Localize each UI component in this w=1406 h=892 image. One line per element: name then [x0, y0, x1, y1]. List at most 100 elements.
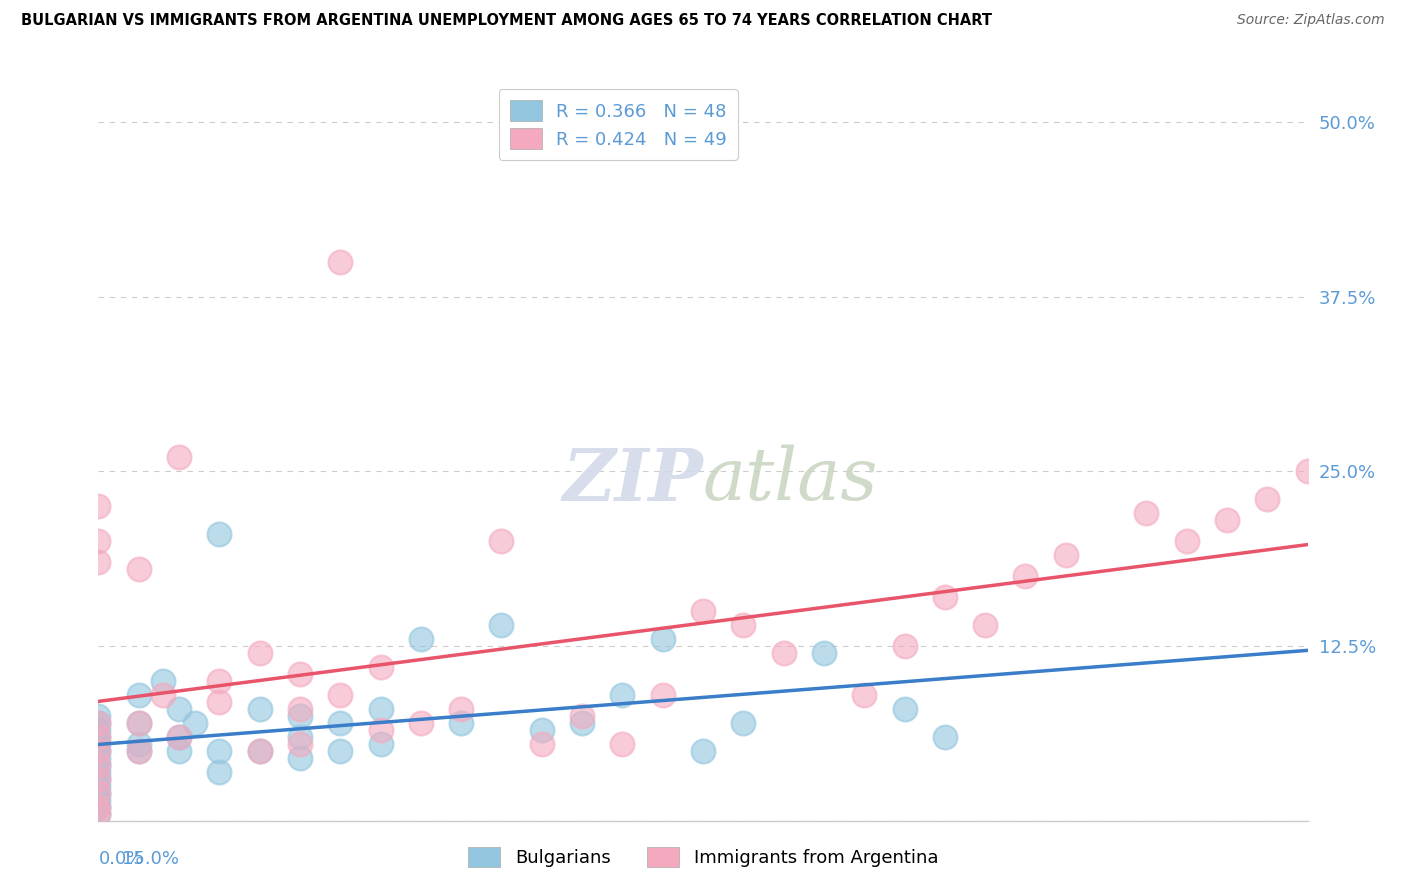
Point — [893, 702, 915, 716]
Point — [491, 534, 513, 549]
Point — [128, 688, 150, 702]
Point — [409, 715, 432, 730]
Point — [87, 764, 110, 779]
Point — [87, 709, 110, 723]
Point — [692, 604, 714, 618]
Point — [249, 744, 271, 758]
Point — [772, 646, 794, 660]
Point — [87, 744, 110, 758]
Point — [87, 772, 110, 786]
Point — [249, 744, 271, 758]
Point — [87, 757, 110, 772]
Point — [128, 744, 150, 758]
Point — [612, 737, 634, 751]
Point — [329, 688, 352, 702]
Point — [1014, 569, 1036, 583]
Point — [87, 799, 110, 814]
Point — [370, 737, 392, 751]
Point — [370, 702, 392, 716]
Point — [288, 702, 311, 716]
Point — [152, 688, 174, 702]
Point — [87, 744, 110, 758]
Point — [409, 632, 432, 646]
Point — [87, 500, 110, 514]
Point — [1216, 513, 1239, 527]
Point — [288, 751, 311, 765]
Point — [288, 737, 311, 751]
Point — [128, 562, 150, 576]
Point — [370, 660, 392, 674]
Point — [733, 618, 755, 632]
Point — [87, 779, 110, 793]
Point — [87, 786, 110, 800]
Point — [934, 730, 956, 744]
Legend: Bulgarians, Immigrants from Argentina: Bulgarians, Immigrants from Argentina — [457, 836, 949, 879]
Point — [184, 715, 207, 730]
Point — [87, 534, 110, 549]
Point — [329, 715, 352, 730]
Point — [370, 723, 392, 737]
Point — [288, 667, 311, 681]
Point — [87, 730, 110, 744]
Point — [128, 715, 150, 730]
Point — [450, 702, 472, 716]
Point — [934, 590, 956, 604]
Point — [128, 744, 150, 758]
Point — [87, 730, 110, 744]
Point — [893, 639, 915, 653]
Point — [87, 715, 110, 730]
Point — [329, 255, 352, 269]
Point — [167, 450, 190, 465]
Point — [1175, 534, 1198, 549]
Point — [853, 688, 876, 702]
Text: Source: ZipAtlas.com: Source: ZipAtlas.com — [1237, 13, 1385, 28]
Point — [450, 715, 472, 730]
Point — [152, 673, 174, 688]
Point — [530, 737, 553, 751]
Point — [288, 709, 311, 723]
Point — [87, 793, 110, 807]
Point — [692, 744, 714, 758]
Point — [1296, 464, 1319, 478]
Point — [974, 618, 997, 632]
Point — [128, 737, 150, 751]
Point — [249, 702, 271, 716]
Point — [87, 737, 110, 751]
Point — [612, 688, 634, 702]
Text: BULGARIAN VS IMMIGRANTS FROM ARGENTINA UNEMPLOYMENT AMONG AGES 65 TO 74 YEARS CO: BULGARIAN VS IMMIGRANTS FROM ARGENTINA U… — [21, 13, 993, 29]
Point — [87, 772, 110, 786]
Text: ZIP: ZIP — [562, 444, 703, 516]
Point — [571, 715, 593, 730]
Point — [167, 702, 190, 716]
Point — [87, 799, 110, 814]
Point — [813, 646, 835, 660]
Point — [288, 730, 311, 744]
Point — [87, 555, 110, 569]
Point — [530, 723, 553, 737]
Text: 15.0%: 15.0% — [122, 850, 179, 868]
Text: atlas: atlas — [703, 445, 879, 516]
Point — [128, 715, 150, 730]
Point — [651, 632, 673, 646]
Point — [87, 715, 110, 730]
Point — [249, 646, 271, 660]
Point — [1054, 548, 1077, 562]
Point — [208, 673, 231, 688]
Point — [651, 688, 673, 702]
Point — [208, 527, 231, 541]
Point — [491, 618, 513, 632]
Point — [87, 723, 110, 737]
Point — [167, 730, 190, 744]
Point — [87, 806, 110, 821]
Text: 0.0%: 0.0% — [98, 850, 143, 868]
Point — [1135, 506, 1157, 520]
Point — [87, 751, 110, 765]
Point — [87, 806, 110, 821]
Point — [329, 744, 352, 758]
Point — [167, 730, 190, 744]
Point — [208, 695, 231, 709]
Point — [208, 764, 231, 779]
Point — [733, 715, 755, 730]
Point — [1256, 492, 1278, 507]
Point — [571, 709, 593, 723]
